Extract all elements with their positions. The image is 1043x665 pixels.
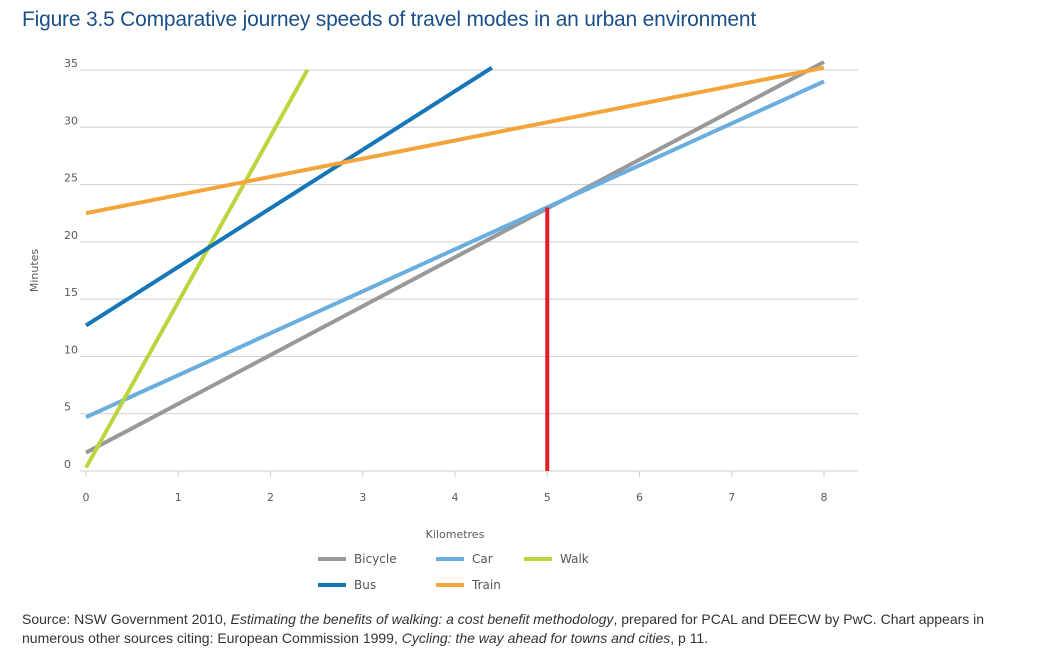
series-line-train	[85, 65, 825, 216]
line-chart: 0 5 10 15 20 25 30 35 0 1 2 3 4 5 6 7 8 Kilometres Minutes…	[28, 57, 858, 592]
x-tick-label: 4	[452, 491, 459, 504]
y-tick-label: 5	[64, 401, 71, 414]
x-tick-label: 6	[636, 491, 643, 504]
legend-label-train: Train	[471, 578, 501, 592]
source-prefix: Source: NSW Government 2010,	[22, 611, 231, 627]
y-axis-label: Minutes	[28, 249, 41, 293]
y-tick-label: 15	[64, 286, 78, 299]
x-tick-label: 1	[175, 491, 182, 504]
series-line-bicycle	[85, 60, 825, 455]
legend-label-bicycle: Bicycle	[354, 552, 397, 566]
y-tick-label: 0	[64, 458, 71, 471]
series-line-walk	[84, 69, 310, 469]
legend-label-car: Car	[472, 552, 493, 566]
legend-label-bus: Bus	[354, 578, 376, 592]
chart-title: Figure 3.5 Comparative journey speeds of…	[22, 8, 757, 31]
x-tick-label: 7	[728, 491, 735, 504]
x-tick-label: 2	[267, 491, 274, 504]
y-tick-label: 25	[64, 172, 78, 185]
legend-label-walk: Walk	[560, 552, 589, 566]
x-tick-label: 0	[83, 491, 90, 504]
series-line-car	[85, 79, 825, 419]
source-title-1: Estimating the benefits of walking: a co…	[230, 611, 614, 627]
source-note: Source: NSW Government 2010, Estimating …	[22, 610, 1032, 648]
x-tick-label: 3	[359, 491, 366, 504]
source-title-2: Cycling: the way ahead for towns and cit…	[401, 630, 671, 646]
y-tick-label: 35	[64, 57, 78, 70]
y-tick-label: 10	[64, 343, 78, 356]
y-tick-label: 20	[64, 229, 78, 242]
source-middle: , prepared for PCAL and DEECW by PwC. Ch…	[22, 611, 985, 646]
series-line-bus	[84, 66, 493, 328]
x-tick-label: 8	[821, 491, 828, 504]
source-suffix: , p 11.	[670, 630, 709, 646]
y-tick-label: 30	[64, 114, 78, 127]
x-tick-label: 5	[544, 491, 551, 504]
x-axis-label: Kilometres	[426, 528, 485, 541]
